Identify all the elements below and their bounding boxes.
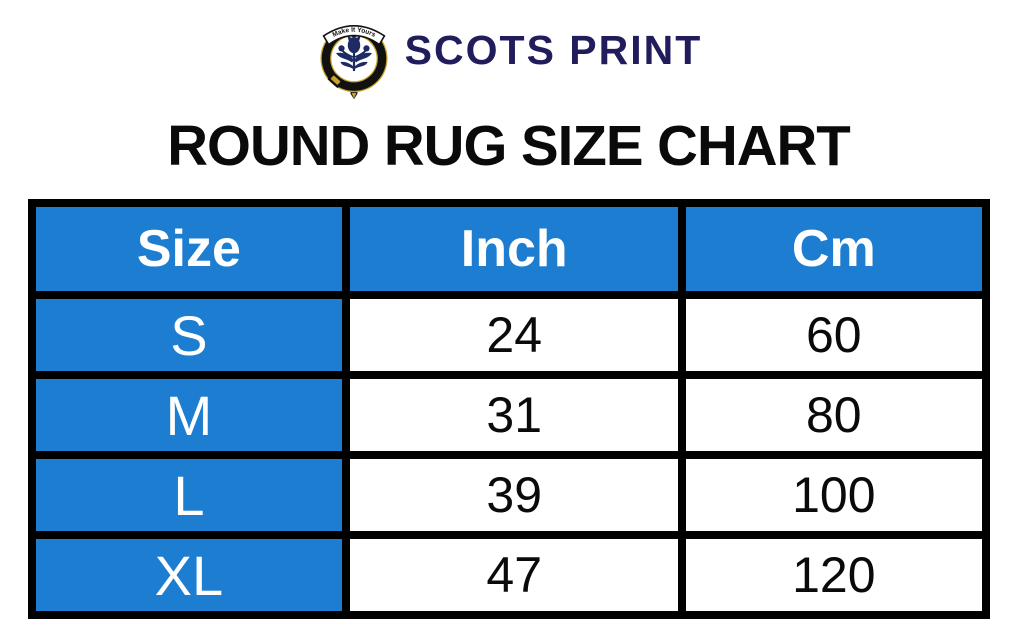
inch-value-l: 39: [342, 451, 687, 539]
column-header-cm: Cm: [678, 199, 990, 299]
table-row-xl: XL 47 120: [27, 531, 990, 619]
inch-value-m: 31: [342, 371, 687, 459]
size-chart-table: Size Inch Cm S 24 60 M 31 80 L 39 100 XL…: [27, 199, 990, 619]
table-row-s: S 24 60: [27, 291, 990, 379]
inch-value-xl: 47: [342, 531, 687, 619]
brand-name: SCOTS PRINT: [404, 26, 703, 73]
size-label-xl: XL: [27, 531, 351, 619]
clan-crest-thistle-badge-icon: Make It Yours: [320, 25, 388, 100]
cm-value-s: 60: [678, 291, 990, 379]
cm-value-l: 100: [678, 451, 990, 539]
table-row-l: L 39 100: [27, 451, 990, 539]
table-row-m: M 31 80: [27, 371, 990, 459]
column-header-size: Size: [27, 199, 351, 299]
size-label-l: L: [27, 451, 351, 539]
page-title: ROUND RUG SIZE CHART: [167, 114, 850, 178]
size-label-s: S: [27, 291, 351, 379]
cm-value-m: 80: [678, 371, 990, 459]
cm-value-xl: 120: [678, 531, 990, 619]
inch-value-s: 24: [342, 291, 687, 379]
header-row: Size Inch Cm: [27, 199, 990, 299]
brand-logo: Make It Yours SCOTS PRINT: [0, 13, 1017, 101]
size-label-m: M: [27, 371, 351, 459]
column-header-inch: Inch: [342, 199, 687, 299]
